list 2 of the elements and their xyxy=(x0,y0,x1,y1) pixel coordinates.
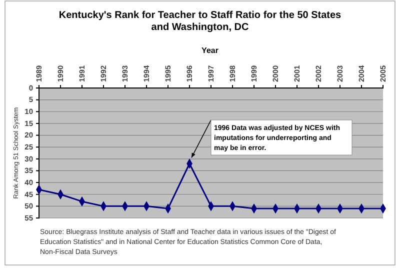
x-axis-title: Year xyxy=(202,46,218,55)
chart-title: Kentucky's Rank for Teacher to Staff Ratio for the 50 States and Washington, DC xyxy=(58,10,342,33)
